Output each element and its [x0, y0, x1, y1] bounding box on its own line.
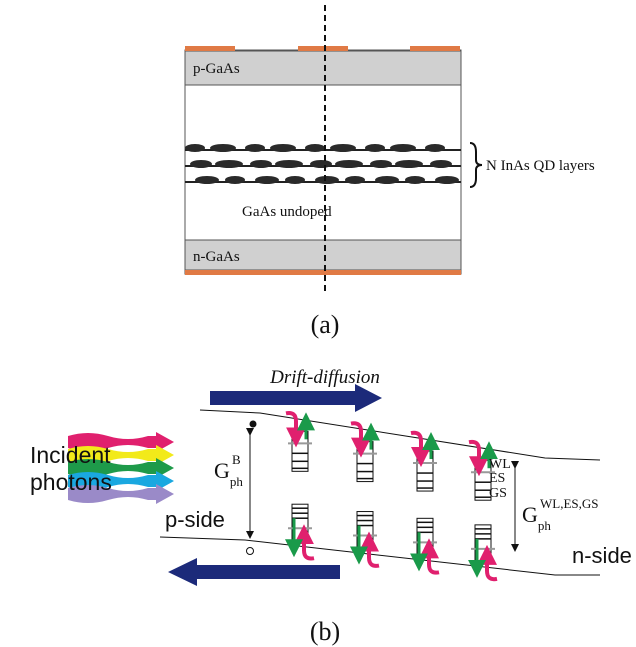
photons [68, 432, 174, 504]
quantum-dot [390, 144, 416, 152]
band-diagram [68, 384, 601, 586]
quantum-dot [375, 176, 399, 184]
hole [246, 547, 254, 555]
quantum-dot [345, 176, 365, 184]
subscript: ph [538, 518, 552, 533]
structure: p-GaAs GaAs undoped n-GaAs N InAs QD lay… [184, 5, 595, 295]
bottom-contact [185, 270, 461, 275]
quantum-dot [210, 144, 236, 152]
qd-label: N InAs QD layers [486, 158, 595, 174]
qd-generation: Gph WL,ES,GS [522, 496, 599, 533]
light-label: photons [30, 469, 112, 495]
level-label: ES [489, 471, 505, 486]
level-label: WL [489, 457, 511, 472]
quantum-dot [225, 176, 245, 184]
quantum-dot [435, 176, 459, 184]
quantum-dot [365, 144, 385, 152]
quantum-dot [430, 160, 452, 168]
layer-label: n-GaAs [193, 249, 240, 265]
quantum-dots [285, 411, 498, 582]
drift-arrow [210, 384, 382, 412]
quantum-dot [425, 144, 445, 152]
quantum-dot [310, 160, 332, 168]
layer-label: p-GaAs [193, 61, 240, 77]
n-layer [184, 239, 462, 271]
drift-arrow [168, 558, 340, 586]
n-side: n-side [572, 543, 632, 568]
quantum-dot [370, 160, 392, 168]
superscript: B [232, 452, 241, 467]
top-contact [185, 46, 235, 51]
quantum-dot [285, 176, 305, 184]
electron [249, 420, 257, 428]
capture-arrow [468, 439, 489, 477]
capture-arrow [477, 544, 498, 582]
symbol: G [214, 458, 230, 483]
caption: (a) [311, 310, 340, 339]
quantum-dot [215, 160, 243, 168]
symbol: G [522, 502, 538, 527]
capture-arrow [419, 538, 440, 575]
valence-band [159, 536, 600, 576]
subscript: ph [230, 474, 244, 489]
light-label: Incident [30, 442, 111, 468]
superscript: WL,ES,GS [540, 496, 599, 511]
quantum-dot [315, 176, 339, 184]
capture-arrow [359, 531, 380, 568]
quantum-dot [245, 144, 265, 152]
capture-arrow [294, 524, 315, 561]
quantum-dot [275, 160, 303, 168]
qd-layers [185, 144, 461, 184]
level-label: GS [489, 486, 507, 501]
quantum-dot [250, 160, 272, 168]
quantum-dot [270, 144, 296, 152]
capture-arrow [285, 411, 306, 448]
bulk-generation: Gph B [214, 452, 243, 489]
quantum-dot [395, 160, 423, 168]
capture-arrow [410, 430, 431, 468]
quantum-dot [255, 176, 279, 184]
p-side: p-side [165, 507, 225, 532]
quantum-dot [190, 160, 212, 168]
quantum-dot [335, 160, 363, 168]
quantum-dot [330, 144, 356, 152]
quantum-dot [405, 176, 425, 184]
flow-label: Drift-diffusion [269, 367, 380, 388]
capture-arrow [350, 421, 371, 458]
quantum-dot [195, 176, 219, 184]
photon [68, 484, 174, 504]
quantum-dot [305, 144, 325, 152]
brace [469, 142, 483, 188]
top-contact [298, 46, 348, 51]
quantum-dot [185, 144, 205, 152]
p-layer [184, 50, 462, 86]
caption: (b) [310, 617, 340, 646]
layer-label: GaAs undoped [242, 204, 332, 220]
top-contact [410, 46, 460, 51]
conduction-band [199, 409, 601, 461]
